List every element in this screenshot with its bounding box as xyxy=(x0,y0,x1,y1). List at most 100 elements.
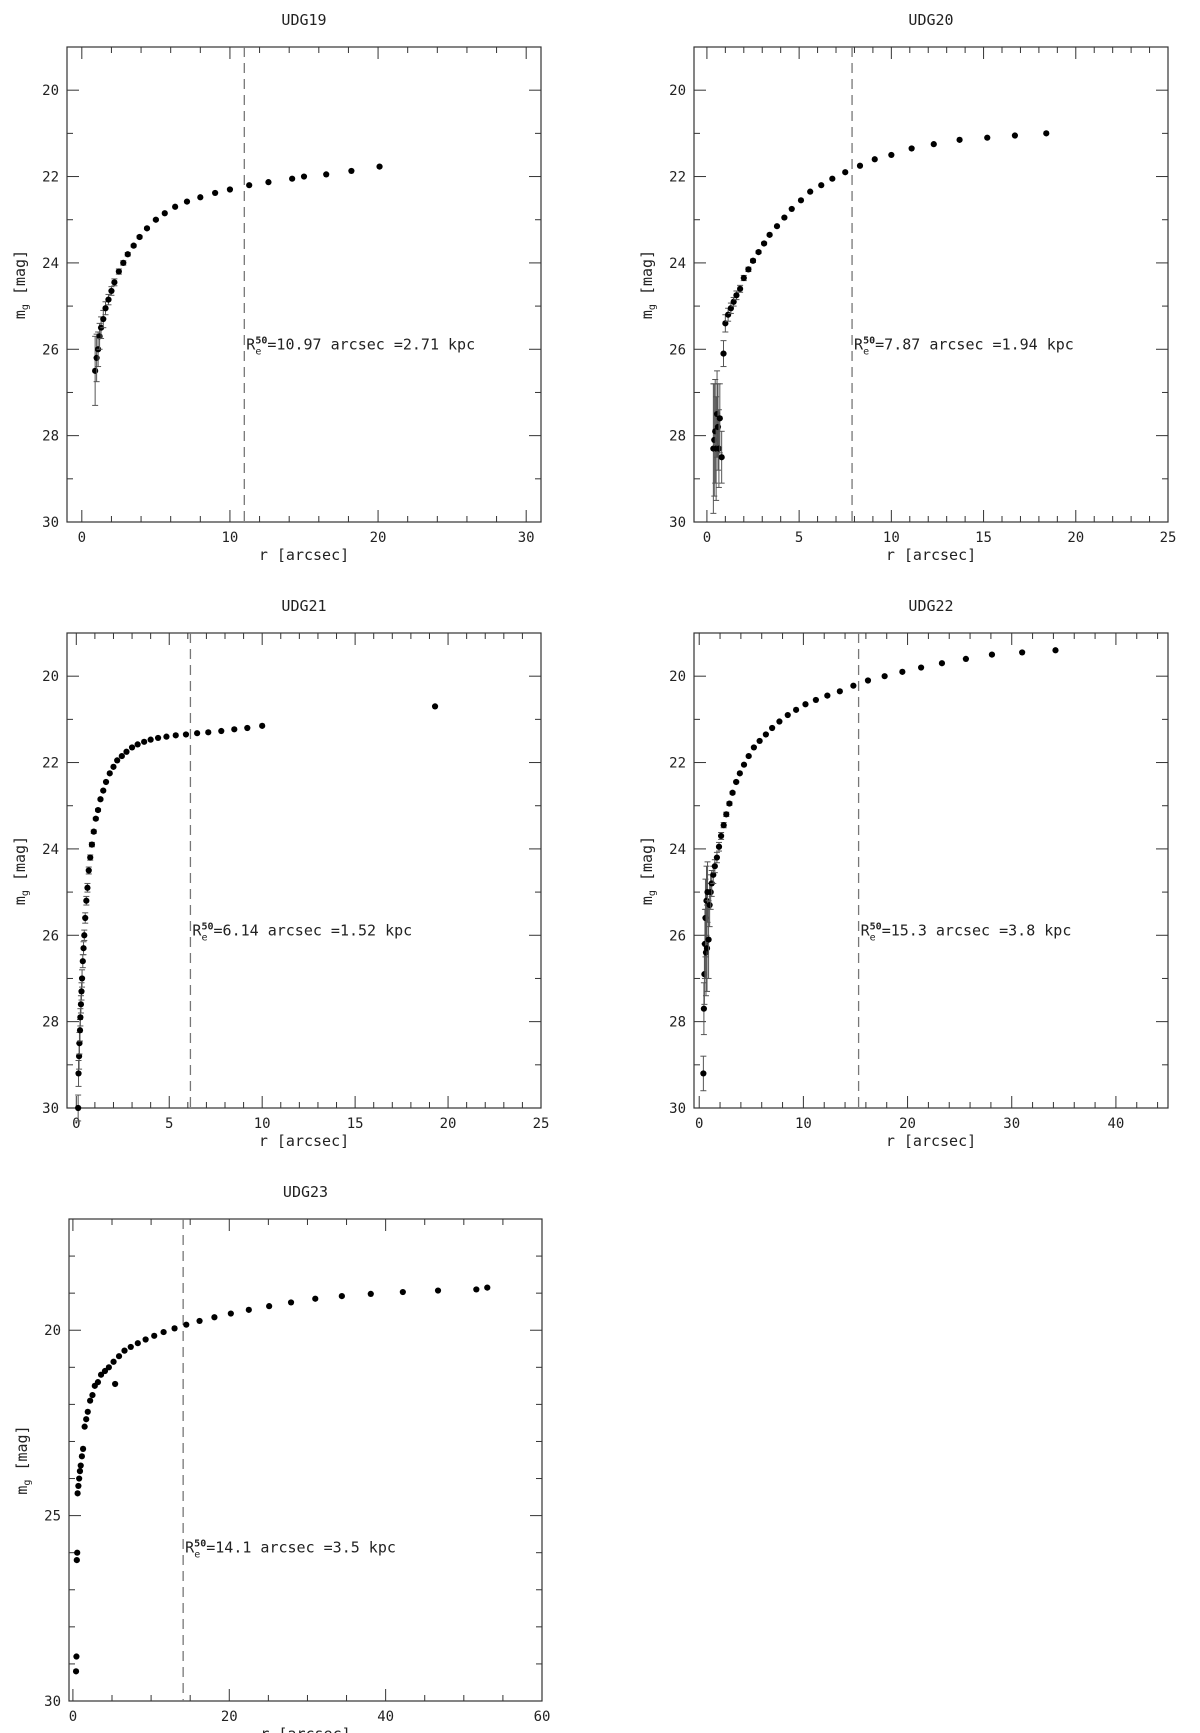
data-point xyxy=(750,744,758,751)
x-tick-label: 0 xyxy=(78,530,86,546)
data-point xyxy=(711,863,718,870)
data-point xyxy=(703,945,711,952)
data-point xyxy=(431,703,439,710)
annot-sup: 50 xyxy=(870,921,882,932)
data-point xyxy=(807,188,814,195)
data-point xyxy=(143,225,151,232)
y-label-unit: [mag] xyxy=(638,836,656,890)
data-point xyxy=(755,249,762,256)
data-point xyxy=(141,738,148,745)
data-point xyxy=(154,734,162,742)
data-point xyxy=(781,214,788,221)
y-label-m: m xyxy=(638,310,656,319)
x-tick-label: 40 xyxy=(377,1709,394,1725)
data-point xyxy=(737,285,744,292)
data-point xyxy=(118,752,125,760)
data-point xyxy=(74,1549,81,1556)
data-point xyxy=(76,1468,84,1475)
data-point xyxy=(84,1408,91,1415)
plot-frame xyxy=(66,632,542,1109)
x-axis-label: r [arcsec] xyxy=(260,1725,350,1733)
x-tick-label: 20 xyxy=(899,1116,916,1132)
y-label-m: m xyxy=(638,896,656,905)
data-point xyxy=(205,729,212,736)
y-tick-label: 30 xyxy=(669,515,686,531)
data-point xyxy=(194,730,201,737)
data-point xyxy=(715,843,723,850)
annot-text: =7.87 arcsec =1.94 kpc xyxy=(875,335,1074,353)
data-point xyxy=(824,692,831,699)
data-point xyxy=(762,731,769,738)
data-point xyxy=(197,194,204,201)
y-tick-label: 28 xyxy=(669,429,686,445)
data-point xyxy=(938,660,946,667)
y-tick-label: 24 xyxy=(42,256,59,272)
data-point xyxy=(120,259,127,267)
data-point xyxy=(211,1314,218,1321)
y-tick-label: 22 xyxy=(42,756,59,772)
data-point xyxy=(90,828,97,835)
data-point xyxy=(871,156,878,163)
data-point xyxy=(73,1653,80,1660)
y-tick-label: 26 xyxy=(669,928,686,944)
data-point xyxy=(171,1325,178,1332)
data-point xyxy=(745,752,752,760)
y-tick-label: 26 xyxy=(42,928,59,944)
data-point xyxy=(376,163,383,170)
data-point xyxy=(105,1364,112,1371)
data-point xyxy=(124,251,131,258)
data-point xyxy=(812,696,819,704)
annot-sub: e xyxy=(194,1550,200,1561)
y-tick-label: 24 xyxy=(42,842,59,858)
data-point xyxy=(729,789,736,796)
data-point xyxy=(101,1367,109,1375)
data-point xyxy=(75,1070,82,1077)
data-point xyxy=(705,936,712,943)
annot-sup: 50 xyxy=(194,1539,206,1550)
data-point xyxy=(89,1392,96,1399)
data-point xyxy=(788,205,795,213)
data-point xyxy=(988,651,996,658)
x-tick-label: 0 xyxy=(703,530,711,546)
data-point xyxy=(105,296,112,303)
data-point xyxy=(77,1001,85,1008)
data-point xyxy=(76,1027,84,1034)
data-point xyxy=(348,167,355,175)
y-tick-label: 26 xyxy=(669,342,686,358)
data-point xyxy=(266,1303,273,1310)
y-axis-label: mg [mag] xyxy=(11,250,31,319)
y-tick-label: 28 xyxy=(42,429,59,445)
x-tick-label: 30 xyxy=(518,530,535,546)
x-tick-label: 30 xyxy=(1003,1116,1020,1132)
data-point xyxy=(888,151,895,159)
data-point xyxy=(78,1453,85,1460)
data-point xyxy=(930,141,937,148)
data-point xyxy=(76,1040,83,1047)
data-point xyxy=(130,242,137,249)
data-point xyxy=(231,726,238,733)
data-point xyxy=(725,311,732,318)
data-point xyxy=(716,415,723,422)
data-point xyxy=(172,203,179,210)
annot-r: R xyxy=(185,1539,195,1557)
data-point xyxy=(1052,647,1059,654)
re-annotation: R50 e =7.87 arcsec =1.94 kpc xyxy=(854,335,1074,357)
panel-title: UDG23 xyxy=(283,1183,328,1201)
y-tick-label: 30 xyxy=(42,515,59,531)
data-point xyxy=(864,677,872,684)
annot-sub: e xyxy=(863,346,869,357)
panel-udg23: UDG23 0 20 40 60 20 25 30 r [arcsec] mg [mag] R50e… xyxy=(13,1183,550,1733)
y-tick-label: 20 xyxy=(42,669,59,685)
data-point xyxy=(218,727,225,735)
data-point xyxy=(123,748,130,755)
data-point xyxy=(77,1014,84,1021)
data-point xyxy=(111,279,118,286)
y-axis-label: mg [mag] xyxy=(13,1425,33,1494)
data-point xyxy=(484,1284,491,1291)
annot-text: =14.1 arcsec =3.5 kpc xyxy=(206,1539,396,1557)
data-point xyxy=(80,945,87,952)
x-tick-label: 40 xyxy=(1107,1116,1124,1132)
data-point xyxy=(1019,649,1026,656)
re-annotation: R50 e =15.3 arcsec =3.8 kpc xyxy=(861,921,1072,943)
